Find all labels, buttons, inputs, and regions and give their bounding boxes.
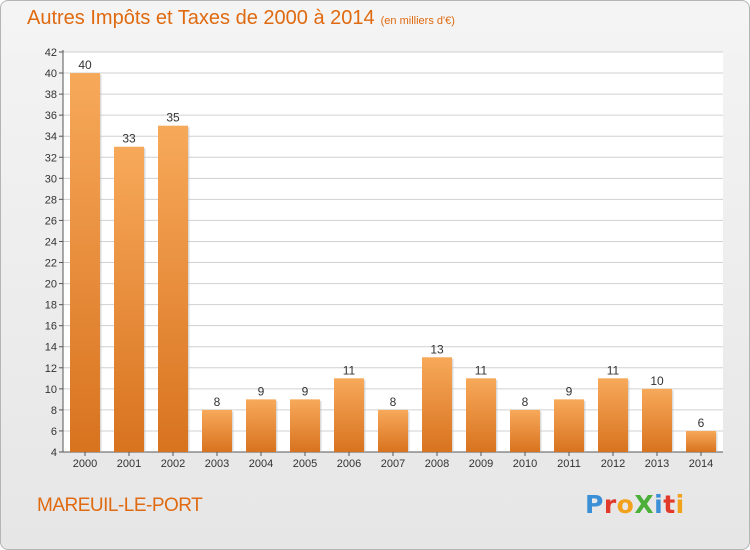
- x-tick-label: 2013: [645, 458, 669, 470]
- y-tick-label: 8: [51, 405, 57, 417]
- x-tick-label: 2009: [469, 458, 493, 470]
- bar-value-label: 10: [650, 374, 664, 388]
- x-tick-label: 2002: [161, 458, 185, 470]
- x-tick-label: 2011: [557, 458, 581, 470]
- bar: [246, 399, 276, 452]
- commune-name: MAREUIL-LE-PORT: [37, 495, 203, 516]
- bar: [686, 430, 716, 452]
- x-tick-label: 2008: [425, 458, 449, 470]
- bar: [290, 399, 320, 452]
- y-tick-label: 38: [45, 89, 57, 101]
- x-tick-label: 2006: [337, 458, 361, 470]
- chart-title-main: Autres Impôts et Taxes de 2000 à 2014: [27, 7, 375, 29]
- x-tick-label: 2003: [205, 458, 229, 470]
- bar: [422, 357, 452, 452]
- bar-value-label: 40: [78, 58, 92, 72]
- bar: [378, 409, 408, 452]
- bar-value-label: 9: [258, 384, 265, 398]
- x-tick-label: 2007: [381, 458, 405, 470]
- bar-value-label: 9: [566, 384, 573, 398]
- bar: [466, 378, 496, 452]
- y-tick-label: 42: [45, 47, 57, 59]
- x-tick-label: 2000: [73, 458, 97, 470]
- proxiti-logo: ProXiti: [585, 490, 685, 519]
- y-tick-label: 20: [45, 279, 57, 291]
- y-tick-label: 6: [51, 426, 57, 438]
- x-tick-label: 2004: [249, 458, 273, 470]
- y-tick-label: 26: [45, 215, 57, 227]
- bar-value-label: 9: [302, 384, 309, 398]
- bar-value-label: 6: [698, 416, 705, 430]
- y-tick-label: 28: [45, 194, 57, 206]
- y-tick-label: 24: [45, 236, 57, 248]
- y-tick-label: 12: [45, 363, 57, 375]
- bar-value-label: 8: [522, 395, 529, 409]
- y-tick-label: 16: [45, 321, 57, 333]
- x-tick-label: 2012: [601, 458, 625, 470]
- bar: [202, 409, 232, 452]
- bar: [70, 73, 100, 452]
- y-tick-label: 22: [45, 258, 57, 270]
- bar: [114, 146, 144, 452]
- chart-title: Autres Impôts et Taxes de 2000 à 2014 (en…: [27, 7, 455, 30]
- bar-value-label: 8: [390, 395, 397, 409]
- bar-value-label: 13: [430, 342, 444, 356]
- y-tick-label: 40: [45, 68, 57, 80]
- y-tick-label: 32: [45, 152, 57, 164]
- y-tick-label: 14: [45, 342, 57, 354]
- bar-value-label: 11: [343, 363, 356, 377]
- bar: [642, 388, 672, 452]
- bar: [158, 125, 188, 453]
- bar-value-label: 8: [214, 395, 221, 409]
- x-tick-label: 2005: [293, 458, 317, 470]
- chart-title-unit: (en milliers d'€): [380, 15, 455, 27]
- y-tick-label: 36: [45, 110, 57, 122]
- y-tick-label: 10: [45, 384, 57, 396]
- bar: [554, 399, 584, 452]
- y-tick-label: 18: [45, 300, 57, 312]
- bar: [334, 378, 364, 452]
- bar-value-label: 11: [607, 363, 620, 377]
- y-tick-label: 4: [51, 447, 57, 459]
- bar-value-label: 33: [122, 132, 136, 146]
- bar-value-label: 35: [166, 111, 180, 125]
- y-tick-label: 30: [45, 173, 57, 185]
- x-tick-label: 2010: [513, 458, 537, 470]
- x-tick-label: 2014: [689, 458, 713, 470]
- bar: [510, 409, 540, 452]
- bar: [598, 378, 628, 452]
- bar-value-label: 11: [475, 363, 488, 377]
- y-tick-label: 34: [45, 131, 57, 143]
- x-tick-label: 2001: [117, 458, 141, 470]
